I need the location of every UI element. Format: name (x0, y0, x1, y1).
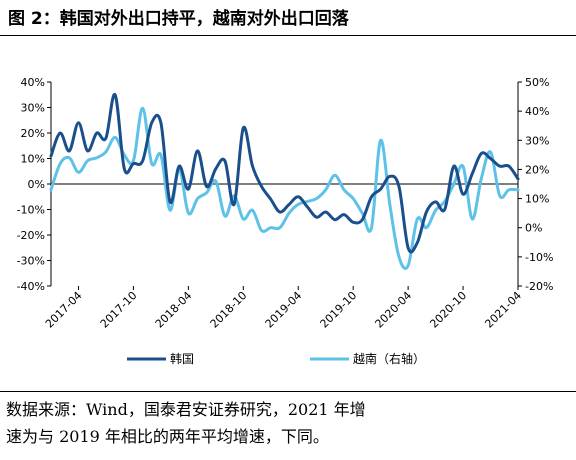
x-tick-label: 2017-04 (43, 289, 85, 331)
left-axis-ticks: -40% -30% -20% -10% 0% 10% 20% 30% 40% (17, 76, 51, 293)
bottom-rule (0, 391, 576, 392)
x-tick-label: 2019-04 (263, 289, 305, 331)
right-tick-label: 10% (525, 193, 549, 206)
left-tick-label: -30% (17, 255, 45, 268)
legend-label-vietnam: 越南（右轴） (353, 351, 425, 366)
left-tick-label: 20% (21, 127, 45, 140)
source-note-line-2: 速为与 2019 年相比的两年平均增速，下同。 (6, 427, 329, 446)
left-tick-label: 40% (21, 76, 45, 89)
left-tick-label: -20% (17, 229, 45, 242)
right-tick-label: 40% (525, 105, 549, 118)
source-note-line-1: 数据来源：Wind，国泰君安证券研究，2021 年增 (6, 400, 366, 419)
figure-title: 图 2：韩国对外出口持平，越南对外出口回落 (8, 9, 349, 29)
right-tick-label: 20% (525, 163, 549, 176)
left-tick-label: 30% (21, 102, 45, 115)
x-axis-ticks: 2017-04 2017-10 2018-04 2018-10 2019-04 2019-… (43, 286, 524, 331)
series-lines (49, 93, 520, 270)
right-tick-label: 0% (525, 222, 542, 235)
left-tick-label: -10% (17, 204, 45, 217)
source-note: 数据来源：Wind，国泰君安证券研究，2021 年增 速为与 2019 年相比的… (6, 396, 566, 450)
x-tick-label: 2017-10 (98, 289, 140, 331)
x-tick-label: 2020-04 (373, 289, 415, 331)
chart-legend: 韩国 越南（右轴） (127, 351, 425, 366)
x-tick-label: 2018-10 (208, 289, 250, 331)
right-tick-label: 50% (525, 76, 549, 89)
x-tick-label: 2018-04 (153, 289, 195, 331)
x-tick-label: 2021-04 (482, 289, 524, 331)
top-rule (0, 35, 576, 36)
left-tick-label: -40% (17, 280, 45, 293)
right-axis-ticks: -20% -10% 0% 10% 20% 30% 40% 50% (518, 76, 553, 293)
left-tick-label: 10% (21, 153, 45, 166)
right-tick-label: 30% (525, 134, 549, 147)
dual-axis-line-chart: -40% -30% -20% -10% 0% 10% 20% 30% 40% -20% -10% 0… (17, 76, 554, 366)
right-tick-label: -20% (525, 280, 553, 293)
x-tick-label: 2019-10 (318, 289, 360, 331)
x-tick-label: 2020-10 (427, 289, 469, 331)
korea-series-line (49, 93, 520, 254)
right-tick-label: -10% (525, 251, 553, 264)
left-tick-label: 0% (28, 178, 45, 191)
chart-axes (50, 82, 519, 286)
legend-label-korea: 韩国 (170, 351, 194, 366)
